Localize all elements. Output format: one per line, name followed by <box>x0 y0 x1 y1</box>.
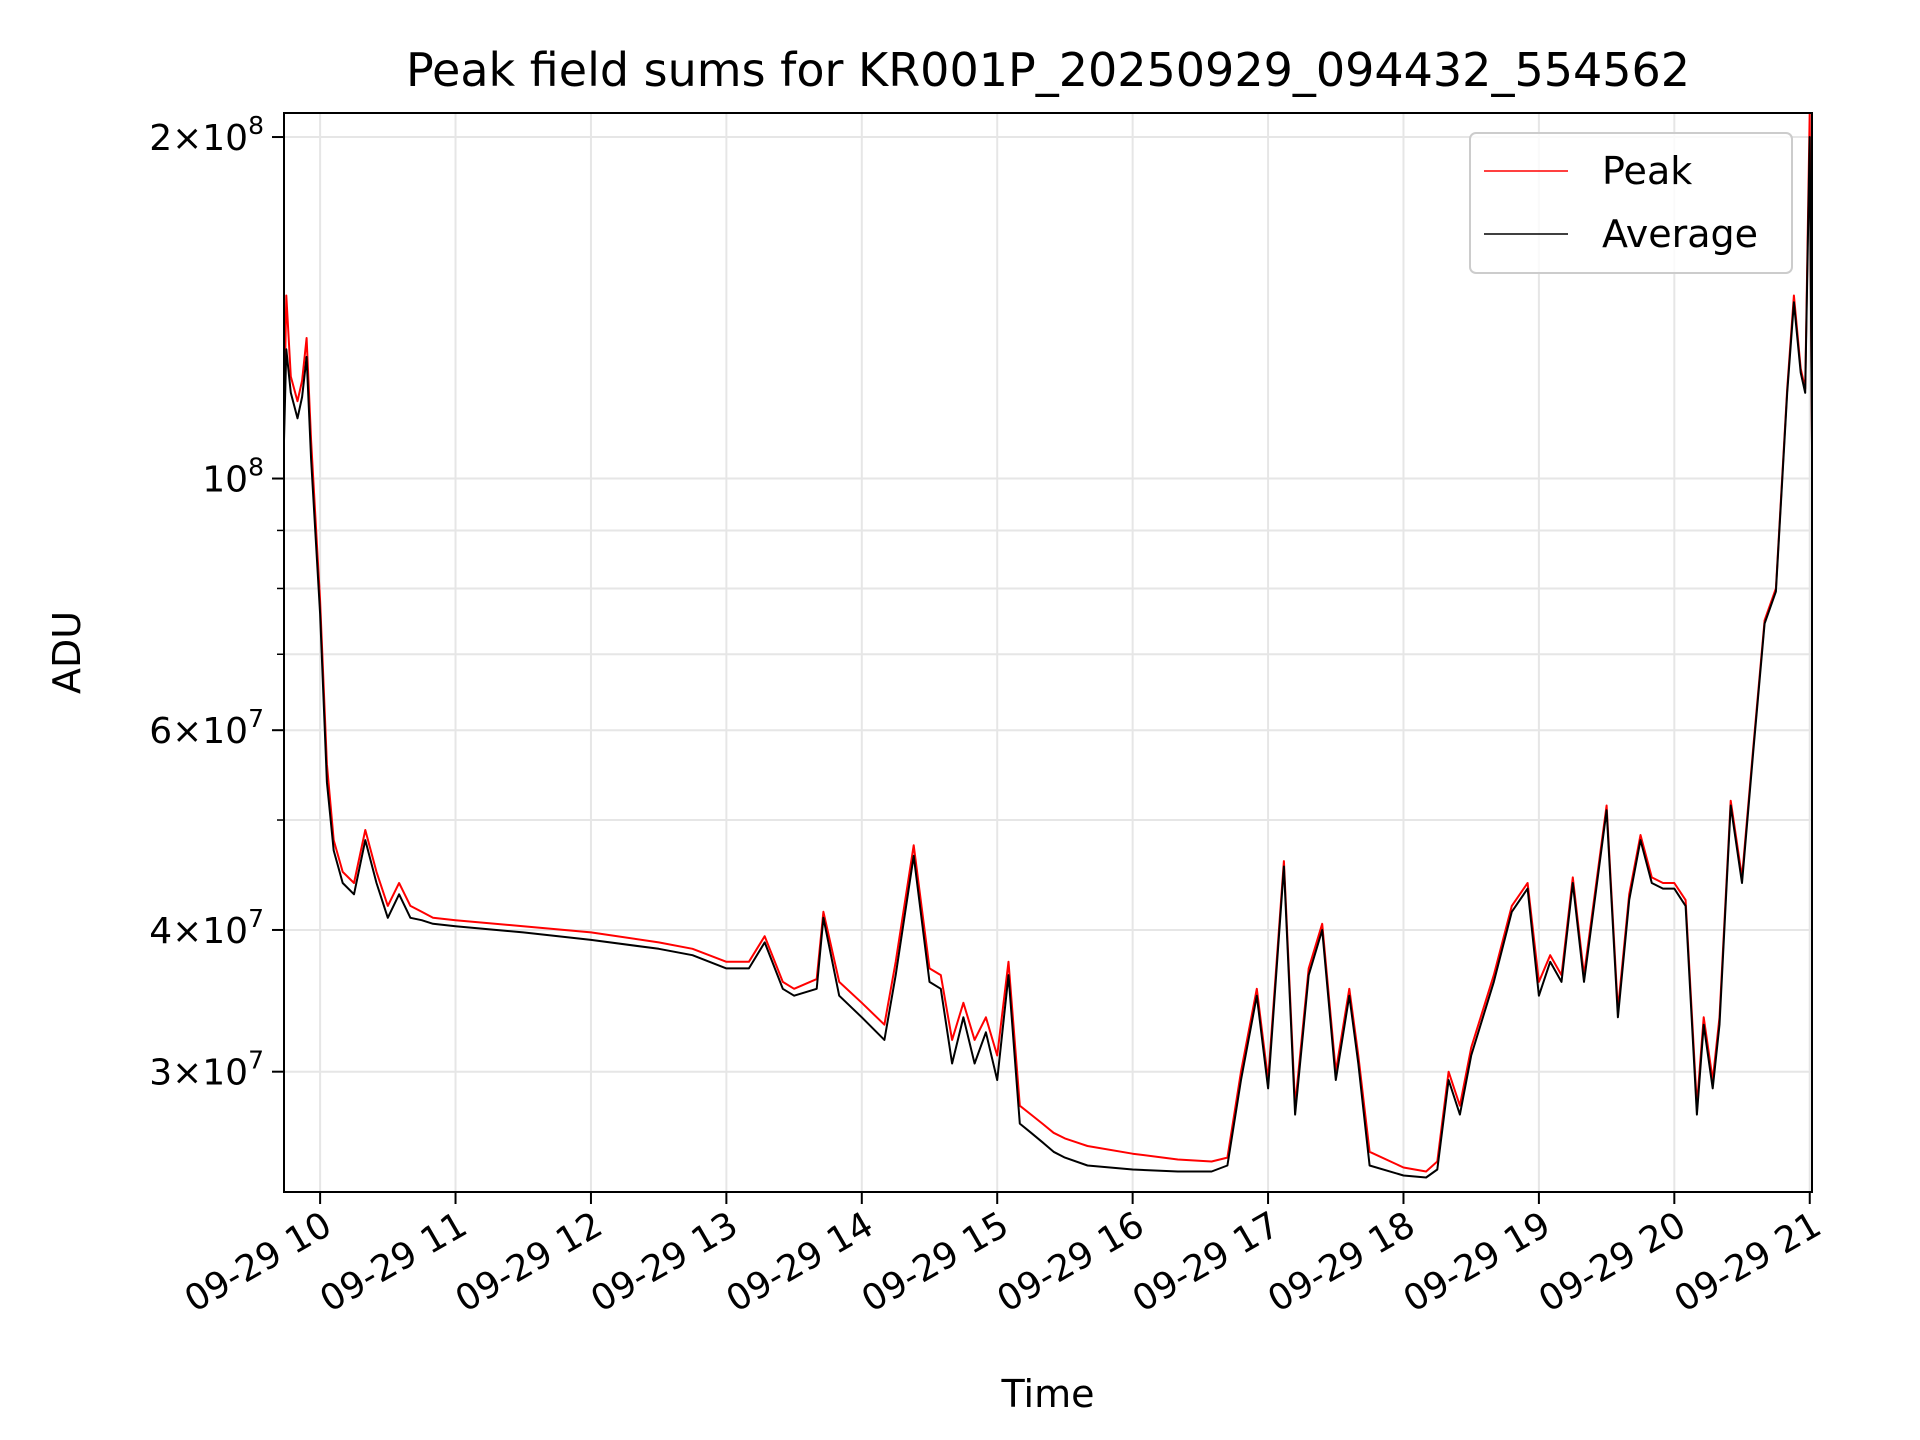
legend-box <box>1469 132 1793 274</box>
legend-label-average: Average <box>1602 212 1758 256</box>
x-axis-label: Time <box>1001 1372 1095 1416</box>
grid <box>284 113 1812 1192</box>
chart-title: Peak field sums for KR001P_20250929_0944… <box>406 43 1690 97</box>
y-tick-label: 108 <box>202 453 264 501</box>
plot-frame <box>283 112 1813 1193</box>
y-axis-label: ADU <box>45 611 89 694</box>
y-tick-label: 2×108 <box>149 111 264 159</box>
y-tick-label: 6×107 <box>149 704 264 752</box>
y-ticks: 3×107 4×107 6×107 108 2×108 <box>149 111 284 1094</box>
y-tick-label: 4×107 <box>149 904 264 952</box>
legend: Peak Average <box>1469 132 1793 274</box>
legend-label-peak: Peak <box>1602 149 1692 193</box>
series-line-average <box>283 136 1813 1179</box>
y-tick-label: 3×107 <box>149 1046 264 1094</box>
series-line-peak <box>283 112 1813 1173</box>
series-group <box>283 112 1813 1179</box>
